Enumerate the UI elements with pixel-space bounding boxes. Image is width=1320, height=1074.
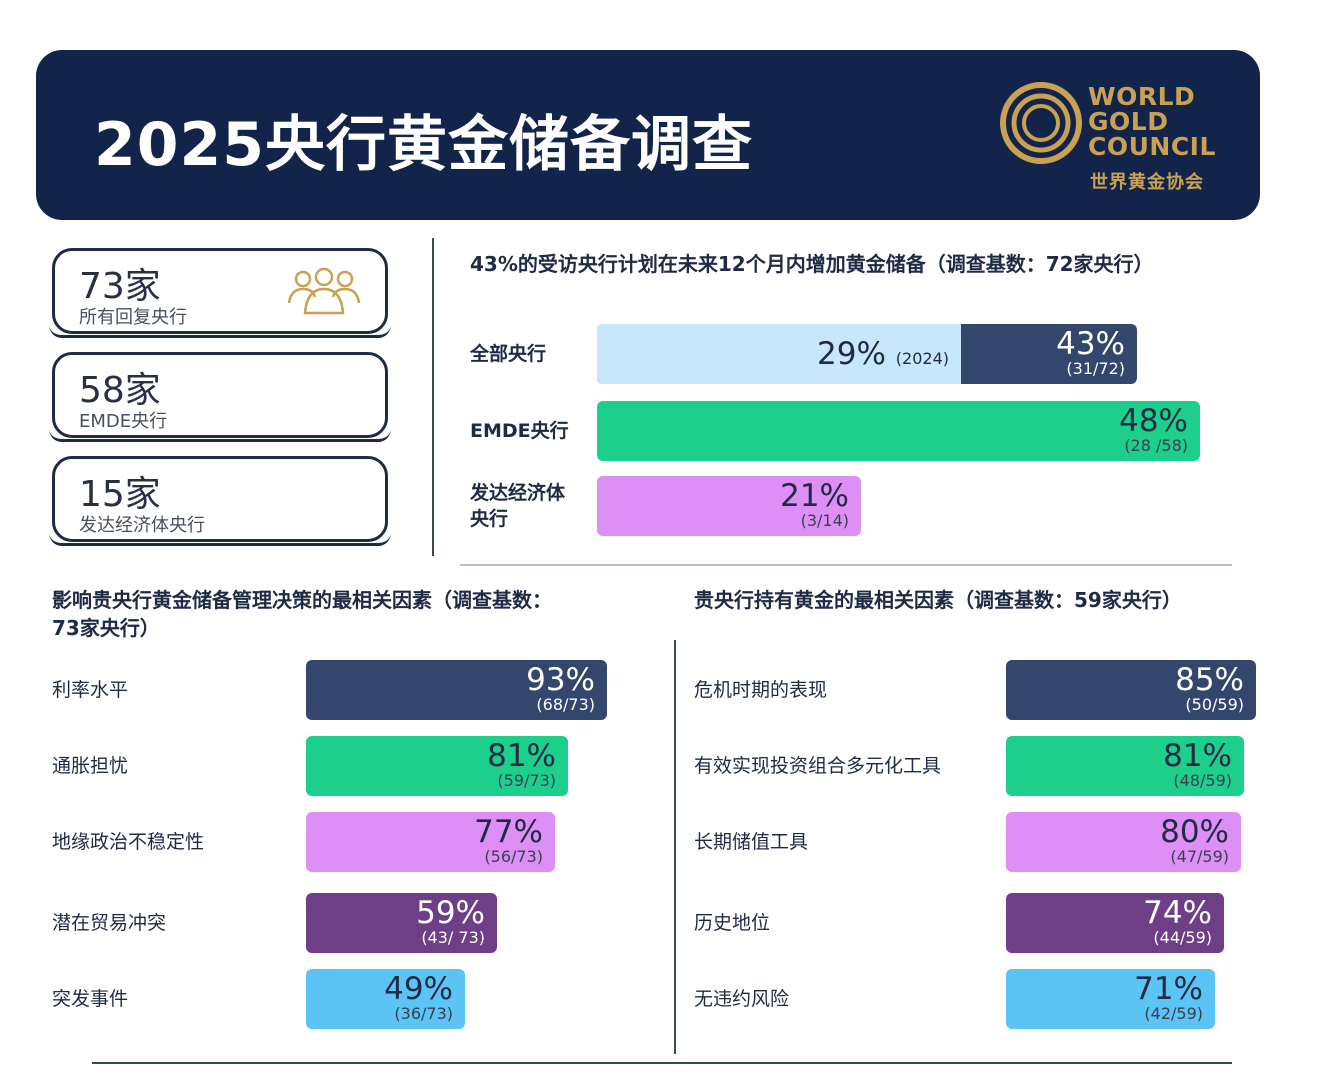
- category-label: 发达经济体央行: [470, 482, 566, 530]
- stat-value: 73家: [79, 266, 161, 307]
- category-label: 危机时期的表现: [694, 679, 828, 701]
- chart-title-decision-factors: 影响贵央行黄金储备管理决策的最相关因素（调查基数：73家央行）: [52, 588, 552, 640]
- stat-card-all: 73家 所有回复央行: [49, 248, 391, 338]
- bar-value-label: 71%: [1134, 971, 1203, 1007]
- vertical-divider-bottom: [674, 640, 676, 1054]
- bar-value-label: 85%: [1175, 662, 1244, 698]
- category-label: 潜在贸易冲突: [52, 912, 167, 934]
- logo-subtitle: 世界黄金协会: [1090, 172, 1204, 193]
- bar: 48% (28 /58): [597, 401, 1200, 461]
- bar: 59% (43/ 73): [306, 893, 497, 953]
- horizontal-divider: [460, 564, 1232, 566]
- bar-value-label: 81%: [487, 738, 556, 774]
- bar-value-label: 48%: [1119, 403, 1188, 439]
- comparison-value-label: 29% (2024): [817, 336, 949, 372]
- page-title: 2025央行黄金储备调查: [94, 110, 753, 180]
- bar: 81% (59/73): [306, 736, 568, 796]
- bar-fraction-label: (48/59): [1173, 771, 1232, 790]
- bar-value-label: 77%: [474, 814, 543, 850]
- stat-label: EMDE央行: [79, 411, 168, 432]
- bar-fraction-label: (50/59): [1185, 695, 1244, 714]
- gold-rings-icon: [1000, 82, 1082, 164]
- bar-fraction-label: (42/59): [1144, 1004, 1203, 1023]
- bar-fraction-label: (36/73): [394, 1004, 453, 1023]
- category-label: 利率水平: [52, 679, 129, 701]
- category-label: 地缘政治不稳定性: [52, 831, 205, 853]
- bar-comparison-2024: 29% (2024): [597, 324, 961, 384]
- chart-title-plan: 43%的受访央行计划在未来12个月内增加黄金储备（调查基数：72家央行）: [470, 252, 1154, 276]
- bar-fraction-label: (47/59): [1170, 847, 1229, 866]
- logo-text: WORLD GOLD COUNCIL: [1088, 84, 1216, 159]
- logo-line-council: COUNCIL: [1088, 132, 1216, 161]
- bar-value-label: 43%: [1056, 326, 1125, 362]
- stat-card-emde: 58家 EMDE央行: [49, 352, 391, 442]
- bar: 81% (48/59): [1006, 736, 1244, 796]
- vertical-divider-top: [432, 238, 434, 556]
- stat-card-developed: 15家 发达经济体央行: [49, 456, 391, 546]
- category-label: 历史地位: [694, 912, 771, 934]
- header-banner: 2025央行黄金储备调查 WORLD GOLD COUNCIL 世界黄金协会: [36, 50, 1260, 220]
- category-label: 通胀担忧: [52, 755, 129, 777]
- bar-fraction-label: (68/73): [536, 695, 595, 714]
- stat-label: 所有回复央行: [79, 307, 187, 328]
- chart-title-holding-factors: 贵央行持有黄金的最相关因素（调查基数：59家央行）: [694, 588, 1182, 612]
- logo-line-gold: GOLD: [1088, 107, 1169, 136]
- category-label: 全部央行: [470, 343, 547, 365]
- category-label: 长期储值工具: [694, 831, 809, 853]
- category-label: 有效实现投资组合多元化工具: [694, 755, 942, 777]
- stat-value: 15家: [79, 474, 161, 515]
- bar: 49% (36/73): [306, 969, 465, 1029]
- people-icon: [287, 267, 361, 315]
- bar-fraction-label: (44/59): [1153, 928, 1212, 947]
- bar-fraction-label: (3/14): [800, 511, 849, 530]
- stat-label: 发达经济体央行: [79, 515, 205, 536]
- bar: 21% (3/14): [597, 476, 861, 536]
- category-label: 无违约风险: [694, 988, 790, 1010]
- bar-value-label: 74%: [1143, 895, 1212, 931]
- bar: 74% (44/59): [1006, 893, 1224, 953]
- bar: 71% (42/59): [1006, 969, 1215, 1029]
- bottom-rule: [92, 1062, 1232, 1064]
- stat-value: 58家: [79, 370, 161, 411]
- bar-fraction-label: (59/73): [497, 771, 556, 790]
- bar-fraction-label: (43/ 73): [421, 928, 485, 947]
- bar: 80% (47/59): [1006, 812, 1241, 872]
- bar-value-label: 59%: [416, 895, 485, 931]
- bar-fraction-label: (31/72): [1066, 359, 1125, 378]
- bar-value-label: 93%: [526, 662, 595, 698]
- bar: 77% (56/73): [306, 812, 555, 872]
- bar-value-label: 21%: [780, 478, 849, 514]
- bar-fraction-label: (28 /58): [1124, 436, 1188, 455]
- logo-line-world: WORLD: [1088, 82, 1196, 111]
- bar-fraction-label: (56/73): [484, 847, 543, 866]
- comparison-year-label: (2024): [895, 349, 949, 368]
- bar-value-label: 80%: [1160, 814, 1229, 850]
- bar-value-label: 81%: [1163, 738, 1232, 774]
- category-label: 突发事件: [52, 988, 129, 1010]
- bar: 93% (68/73): [306, 660, 607, 720]
- bar-value-label: 49%: [384, 971, 453, 1007]
- bar: 85% (50/59): [1006, 660, 1256, 720]
- category-label: EMDE央行: [470, 420, 569, 442]
